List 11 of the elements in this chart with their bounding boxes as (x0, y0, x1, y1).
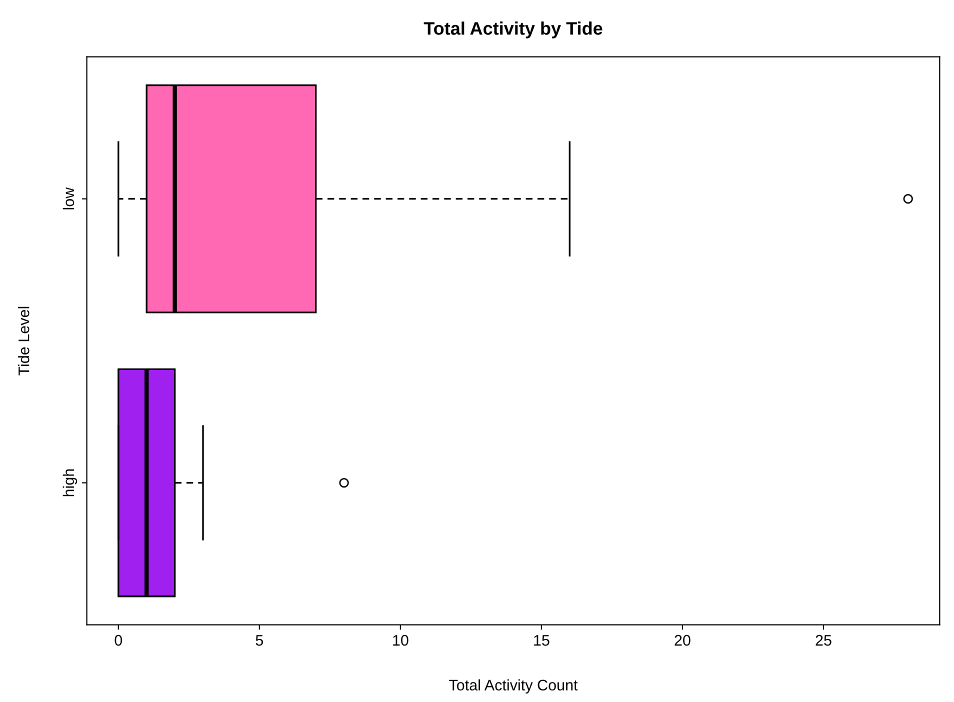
y-tick-label: low (62, 187, 74, 210)
x-tick-label: 5 (256, 635, 264, 646)
x-axis-title: Total Activity Count (449, 679, 578, 694)
x-tick-label: 10 (393, 634, 408, 646)
x-tick-label: 25 (816, 634, 832, 646)
x-tick-label: 15 (534, 635, 550, 646)
x-tick-label: 20 (674, 634, 690, 646)
chart-title: Total Activity by Tide (424, 22, 602, 38)
y-axis-title: Tide Level (18, 306, 30, 376)
x-tick-label: 0 (114, 634, 122, 646)
y-tick-label: high (62, 469, 78, 496)
